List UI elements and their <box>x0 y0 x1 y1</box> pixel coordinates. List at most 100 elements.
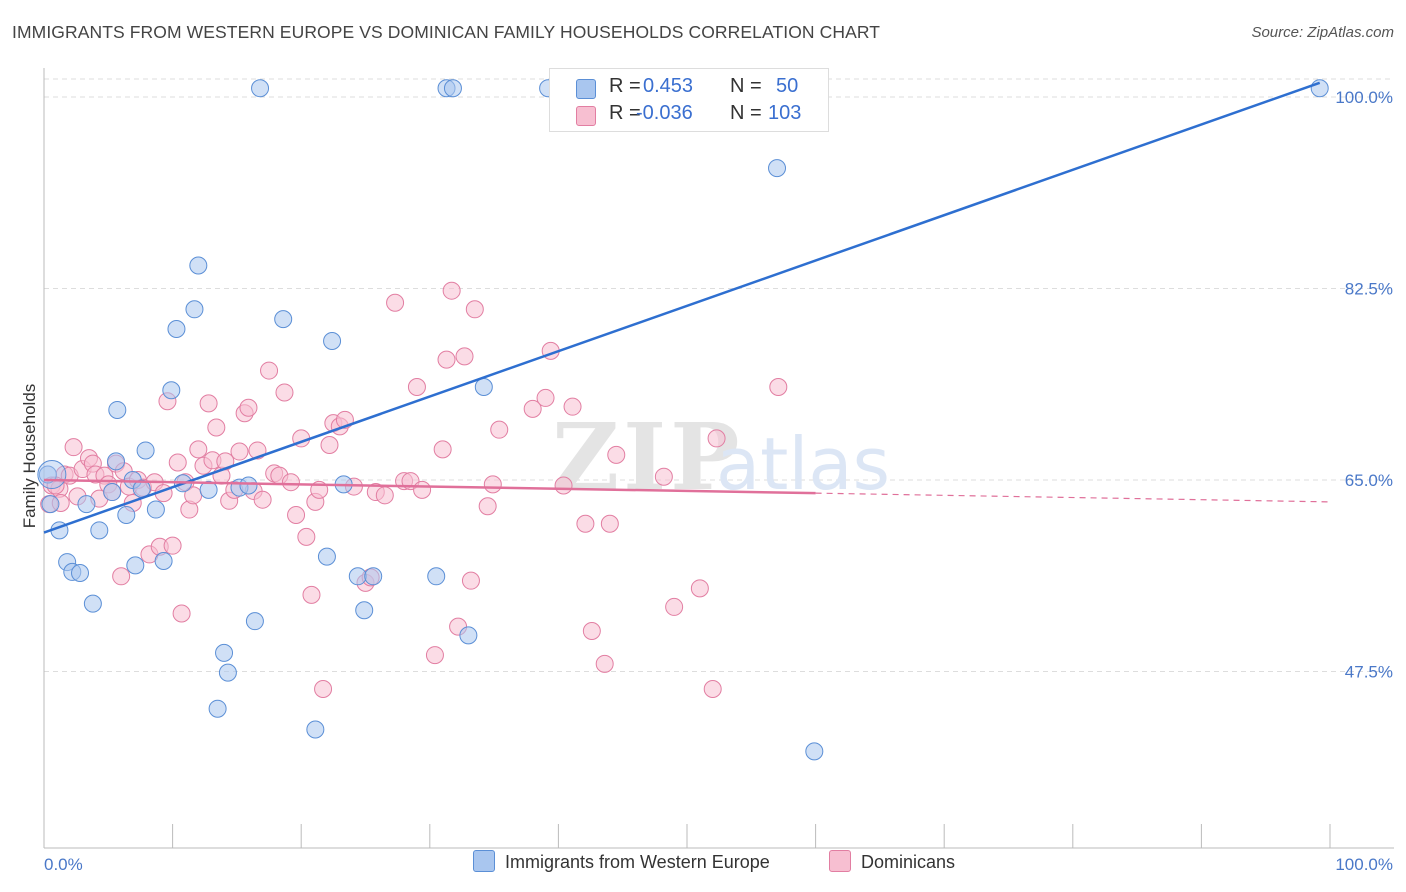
western-europe-point <box>274 310 293 329</box>
trend-lines <box>43 81 1331 534</box>
source-label: Source: ZipAtlas.com <box>1251 24 1394 41</box>
western-europe-point <box>474 377 493 396</box>
dominicans-point <box>253 490 272 509</box>
western-europe-points <box>37 79 1329 761</box>
dominicans-point <box>112 567 131 586</box>
western-europe-point <box>108 400 127 419</box>
western-europe-point <box>77 495 96 514</box>
watermark: ZIP atlas <box>552 403 890 511</box>
r-value: 0.453 <box>643 75 694 97</box>
n-value: 103 <box>768 102 802 124</box>
western-europe-point <box>117 506 136 525</box>
dominicans-point <box>302 585 321 604</box>
western-europe-point <box>1310 79 1329 98</box>
western-europe-point <box>107 452 126 471</box>
dominicans-point <box>690 579 709 598</box>
y-tick-label: 47.5% <box>1345 663 1393 682</box>
chart-title: IMMIGRANTS FROM WESTERN EUROPE VS DOMINI… <box>12 22 881 42</box>
dominicans-point <box>536 388 555 407</box>
x-tick-label: 100.0% <box>1335 855 1393 874</box>
dominicans-point <box>407 377 426 396</box>
n-key: N = <box>730 75 762 97</box>
western-europe-point <box>208 699 227 718</box>
grid-layer <box>44 78 1394 672</box>
dominicans-point <box>163 536 182 555</box>
dominicans-point <box>172 604 191 623</box>
dominicans-point <box>433 440 452 459</box>
dominicans-point <box>607 445 626 464</box>
pink-swatch <box>576 106 596 126</box>
dominicans-point <box>437 350 456 369</box>
western-europe-point <box>154 551 173 570</box>
western-europe-point <box>306 720 325 739</box>
dominicans-point <box>483 475 502 494</box>
dominicans-point <box>478 497 497 516</box>
dominicans-point <box>413 480 432 499</box>
r-key: R = <box>609 102 641 124</box>
western-europe-point <box>364 567 383 586</box>
western-europe-point <box>251 79 270 98</box>
dominicans-point <box>314 680 333 699</box>
n-key: N = <box>730 102 762 124</box>
western-europe-point <box>218 663 237 682</box>
western-europe-point <box>323 332 342 351</box>
dominicans-point <box>207 418 226 437</box>
dominicans-point <box>703 680 722 699</box>
dominicans-point <box>576 514 595 533</box>
dominicans-point <box>665 597 684 616</box>
pink-swatch <box>829 850 851 872</box>
legend-label: Dominicans <box>861 852 956 872</box>
western-europe-point <box>189 256 208 275</box>
axes-layer <box>43 68 1394 849</box>
dominicans-points <box>40 281 788 699</box>
dominicans-point <box>442 281 461 300</box>
western-europe-point <box>167 319 186 338</box>
y-tick-label: 100.0% <box>1335 88 1393 107</box>
dominicans-point <box>275 383 294 402</box>
western-europe-point <box>136 441 155 460</box>
dominicans-point <box>425 646 444 665</box>
tick-labels: 47.5% 65.0% 82.5% 100.0% 0.0% 100.0% Family Ho… <box>20 88 1393 874</box>
dominicans-point <box>64 438 83 457</box>
western-europe-point <box>90 521 109 540</box>
western-europe-point <box>768 159 787 178</box>
dominicans-point <box>600 514 619 533</box>
western-europe-point <box>215 643 234 662</box>
western-europe-point <box>126 556 145 575</box>
blue-swatch <box>473 850 495 872</box>
dominicans-point <box>230 442 249 461</box>
dominicans-point <box>320 435 339 454</box>
dominicans-point <box>455 347 474 366</box>
dominicans-point <box>707 429 726 448</box>
dominicans-point <box>461 571 480 590</box>
western-europe-point <box>41 495 60 514</box>
western-europe-point <box>199 480 218 499</box>
western-europe-point <box>185 300 204 319</box>
x-tick-label: 0.0% <box>44 855 83 874</box>
dominicans-trend-extension <box>815 492 1331 503</box>
dominicans-point <box>654 467 673 486</box>
dominicans-point <box>260 361 279 380</box>
western-europe-point <box>805 742 824 761</box>
dominicans-point <box>595 654 614 673</box>
western-europe-point <box>245 612 264 631</box>
western-europe-point <box>83 594 102 613</box>
dominicans-point <box>239 398 258 417</box>
dominicans-point <box>563 397 582 416</box>
dominicans-point <box>582 622 601 641</box>
dominicans-point <box>375 486 394 505</box>
legend-item-dominicans[interactable]: Dominicans <box>829 850 955 873</box>
dominicans-point <box>168 453 187 472</box>
legend-item-western-europe[interactable]: Immigrants from Western Europe <box>473 850 770 873</box>
dominicans-point <box>490 420 509 439</box>
western-europe-point <box>427 567 446 586</box>
western-europe-trend-line <box>43 81 1321 534</box>
y-tick-label: 82.5% <box>1345 280 1393 299</box>
western-europe-point <box>146 500 165 519</box>
western-europe-point <box>162 381 181 400</box>
r-key: R = <box>609 75 641 97</box>
western-europe-point <box>103 483 122 502</box>
dominicans-trend-line <box>43 478 816 495</box>
legend-label: Immigrants from Western Europe <box>505 852 770 872</box>
